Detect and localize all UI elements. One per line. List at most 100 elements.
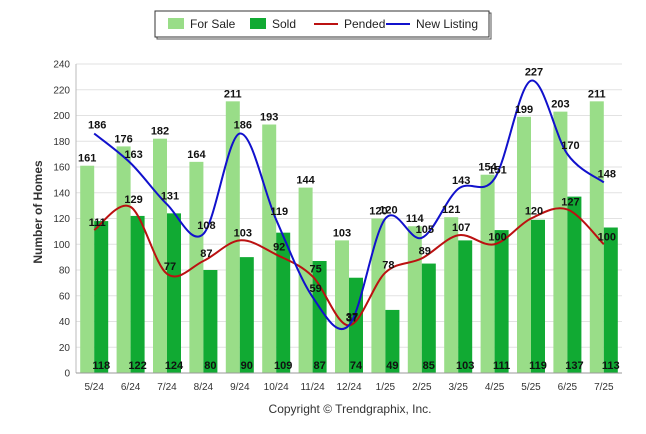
label-sold: 49 — [386, 360, 398, 372]
label-for-sale: 176 — [114, 133, 132, 145]
bar-for-sale — [553, 111, 568, 373]
chart-legend: For Sale Sold Pended New Listing — [154, 10, 492, 40]
bar-sold — [276, 232, 291, 373]
label-new-listing: 186 — [234, 120, 252, 132]
label-sold: 80 — [204, 360, 216, 372]
label-new-listing: 120 — [379, 205, 397, 217]
label-sold: 124 — [165, 360, 184, 372]
x-tick-label: 9/24 — [230, 382, 250, 393]
label-sold: 87 — [313, 360, 325, 372]
line-new-listing — [93, 79, 605, 331]
y-tick-label: 240 — [53, 60, 70, 71]
label-for-sale: 211 — [224, 88, 242, 100]
bar-for-sale — [225, 101, 240, 374]
bar-for-sale — [371, 218, 386, 373]
x-tick-label: 12/24 — [336, 382, 361, 393]
label-pended: 127 — [561, 196, 579, 208]
label-for-sale: 161 — [78, 153, 96, 165]
label-new-listing: 170 — [561, 140, 579, 152]
label-for-sale: 144 — [296, 175, 315, 187]
y-tick-label: 160 — [53, 163, 70, 174]
label-pended: 78 — [382, 260, 394, 272]
bar-for-sale — [480, 174, 495, 373]
data-labels: 161 118 111 186 176 122 129 163 182 124 77 131 164 80… — [78, 67, 620, 372]
label-for-sale: 121 — [442, 204, 460, 216]
bar-sold — [494, 230, 509, 373]
y-tick-label: 140 — [53, 188, 70, 199]
label-sold: 103 — [456, 360, 474, 372]
label-pended: 120 — [525, 206, 543, 218]
y-tick-label: 20 — [59, 343, 71, 354]
label-pended: 100 — [598, 231, 616, 243]
y-tick-label: 180 — [53, 137, 70, 148]
legend-label: New Listing — [416, 17, 478, 31]
y-tick-label: 80 — [59, 266, 71, 277]
label-sold: 137 — [565, 360, 583, 372]
label-for-sale: 120 — [369, 206, 387, 218]
label-for-sale: 154 — [478, 162, 497, 174]
y-tick-label: 40 — [59, 317, 71, 328]
y-tick-label: 120 — [53, 214, 70, 225]
y-tick-label: 100 — [53, 240, 70, 251]
x-tick-label: 8/24 — [194, 382, 214, 393]
x-tick-label: 7/25 — [594, 382, 614, 393]
label-for-sale: 199 — [515, 104, 533, 116]
label-for-sale: 203 — [551, 99, 569, 111]
legend-label: For Sale — [190, 17, 236, 31]
label-for-sale: 114 — [406, 213, 425, 225]
label-new-listing: 59 — [309, 283, 321, 295]
x-tick-label: 4/25 — [485, 382, 505, 393]
legend-swatch — [168, 18, 184, 29]
bar-sold — [203, 270, 218, 373]
label-for-sale: 211 — [588, 88, 606, 100]
label-new-listing: 143 — [452, 175, 470, 187]
bar-sold — [603, 227, 618, 373]
x-tick-label: 11/24 — [300, 382, 325, 393]
x-tick-label: 5/25 — [521, 382, 541, 393]
label-pended: 103 — [234, 227, 252, 239]
label-for-sale: 193 — [260, 112, 278, 124]
bar-for-sale — [153, 138, 167, 373]
label-new-listing: 119 — [270, 206, 288, 218]
bar-for-sale — [444, 217, 459, 373]
bar-sold — [458, 240, 473, 373]
bar-for-sale — [189, 161, 204, 373]
x-tick-label: 6/25 — [558, 382, 578, 393]
y-tick-label: 200 — [53, 111, 70, 122]
x-tick-label: 10/24 — [264, 382, 289, 393]
label-new-listing: 148 — [598, 168, 616, 180]
label-pended: 107 — [452, 222, 470, 234]
label-new-listing: 108 — [197, 220, 215, 232]
y-tick-label: 60 — [59, 291, 71, 302]
bar-marks — [80, 101, 618, 374]
label-for-sale: 182 — [151, 126, 169, 138]
label-new-listing: 131 — [161, 190, 179, 202]
x-tick-label: 5/24 — [84, 382, 104, 393]
bar-sold — [421, 263, 436, 373]
bar-sold — [312, 260, 327, 373]
bar-sold — [385, 309, 400, 373]
label-sold: 109 — [274, 360, 292, 372]
label-sold: 119 — [529, 360, 547, 372]
label-sold: 90 — [241, 360, 253, 372]
label-sold: 85 — [423, 360, 435, 372]
bar-sold — [531, 219, 545, 373]
legend-label: Pended — [344, 17, 385, 31]
x-tick-label: 6/24 — [121, 382, 141, 393]
bar-for-sale — [262, 124, 277, 373]
label-for-sale: 164 — [187, 149, 206, 161]
label-pended: 37 — [346, 312, 358, 324]
label-new-listing: 227 — [525, 67, 543, 79]
label-sold: 118 — [92, 360, 110, 372]
label-sold: 113 — [602, 360, 620, 372]
bar-for-sale — [80, 165, 95, 373]
label-pended: 92 — [273, 242, 285, 254]
bar-sold — [167, 213, 181, 373]
bar-sold — [130, 215, 145, 373]
x-tick-label: 2/25 — [412, 382, 432, 393]
label-pended: 100 — [488, 231, 506, 243]
label-pended: 75 — [309, 263, 321, 275]
bar-for-sale — [298, 187, 313, 373]
label-pended: 129 — [124, 194, 142, 206]
